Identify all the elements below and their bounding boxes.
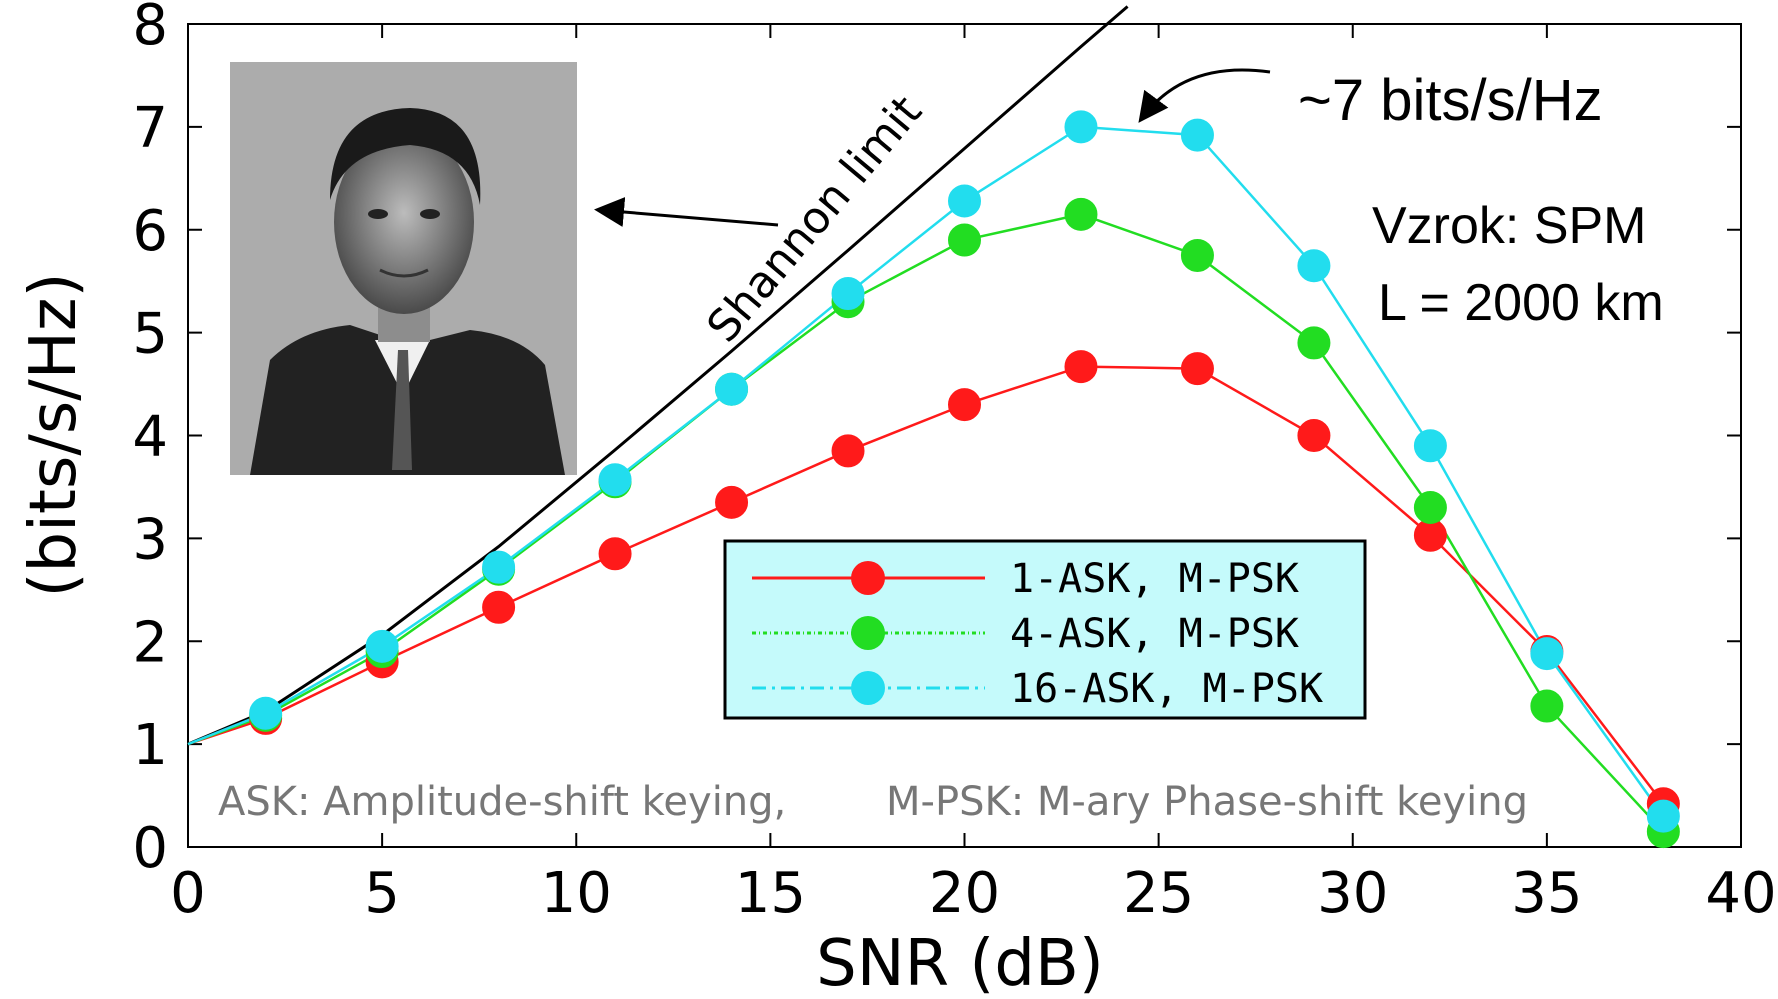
y-tick-label: 7: [132, 96, 168, 161]
data-point-series-2: [1180, 118, 1214, 152]
legend-label-2: 16-ASK, M-PSK: [1010, 666, 1323, 712]
data-point-series-2: [1530, 637, 1564, 671]
y-tick-label: 8: [132, 0, 168, 58]
cause-annotation: Vzrok: SPM: [1372, 197, 1647, 255]
series-line-1: [187, 213, 1665, 833]
data-point-series-2: [715, 372, 749, 406]
y-tick-label: 1: [132, 713, 168, 778]
y-tick-label: 3: [132, 507, 168, 572]
length-annotation: L = 2000 km: [1378, 274, 1664, 332]
x-tick-label: 30: [1317, 861, 1388, 926]
series-line-0: [187, 365, 1665, 805]
axis-ticks: [187, 23, 1742, 848]
portrait-arrow: [594, 197, 779, 227]
footnote-psk: M-PSK: M-ary Phase-shift keying: [886, 779, 1528, 825]
data-point-series-1: [1180, 238, 1214, 272]
peak-arrow: [1138, 68, 1271, 123]
legend-marker-0: [851, 561, 885, 595]
footnote-ask: ASK: Amplitude-shift keying,: [218, 779, 786, 825]
shannon-limit-line: [187, 5, 1129, 746]
data-point-series-2: [1064, 110, 1098, 144]
data-point-series-2: [1413, 429, 1447, 463]
x-axis-title: SNR (dB): [816, 927, 1104, 999]
data-point-series-2: [1646, 799, 1680, 833]
x-tick-label: 20: [929, 861, 1000, 926]
data-point-series-1: [1064, 197, 1098, 231]
data-point-series-0: [482, 590, 516, 624]
data-point-series-0: [1297, 419, 1331, 452]
y-axis-title: (bits/s/Hz): [17, 273, 91, 598]
data-point-series-2: [831, 277, 865, 311]
legend-label-1: 4-ASK, M-PSK: [1010, 611, 1299, 657]
data-point-series-1: [1530, 689, 1564, 723]
x-tick-label: 10: [541, 861, 612, 926]
y-tick-label: 0: [132, 816, 168, 881]
x-tick-label: 15: [735, 861, 806, 926]
y-tick-label: 4: [132, 405, 168, 470]
x-tick-label: 40: [1705, 861, 1776, 926]
data-point-series-0: [715, 485, 749, 519]
data-point-series-2: [482, 550, 516, 584]
y-tick-label: 6: [132, 199, 168, 264]
series-line-2: [187, 125, 1665, 817]
y-tick-label: 5: [132, 302, 168, 367]
legend-marker-1: [851, 616, 885, 650]
peak-annotation: ~7 bits/s/Hz: [1298, 68, 1603, 133]
data-point-series-2: [948, 184, 981, 218]
data-point-series-0: [948, 388, 981, 422]
x-tick-label: 0: [170, 861, 206, 926]
legend: 1-ASK, M-PSK 4-ASK, M-PSK 16-ASK, M-PSK: [723, 539, 1367, 720]
plot-markers: [249, 110, 1680, 849]
plot-lines: [187, 5, 1665, 833]
data-point-series-1: [1297, 326, 1331, 360]
data-point-series-0: [1064, 350, 1098, 384]
legend-label-0: 1-ASK, M-PSK: [1010, 556, 1299, 602]
data-point-series-0: [598, 537, 632, 571]
x-tick-label: 25: [1123, 861, 1194, 926]
data-point-series-0: [1180, 352, 1214, 386]
portrait-photo: [230, 62, 577, 475]
data-point-series-1: [948, 223, 981, 257]
data-point-series-2: [598, 463, 632, 497]
shannon-limit-label: Shannon limit: [697, 86, 932, 352]
data-point-series-0: [1413, 518, 1447, 552]
data-point-series-2: [249, 696, 283, 730]
x-tick-label: 5: [364, 861, 400, 926]
legend-marker-2: [851, 671, 885, 705]
tick-labels: 0 5 10 15 20 25 30 35 40 0 1 2 3 4 5 6 7 8: [132, 0, 1776, 926]
data-point-series-2: [1297, 249, 1331, 283]
data-point-series-2: [365, 629, 399, 663]
x-tick-label: 35: [1511, 861, 1582, 926]
data-point-series-0: [831, 434, 865, 468]
y-tick-label: 2: [132, 610, 168, 675]
data-point-series-1: [1413, 491, 1447, 525]
